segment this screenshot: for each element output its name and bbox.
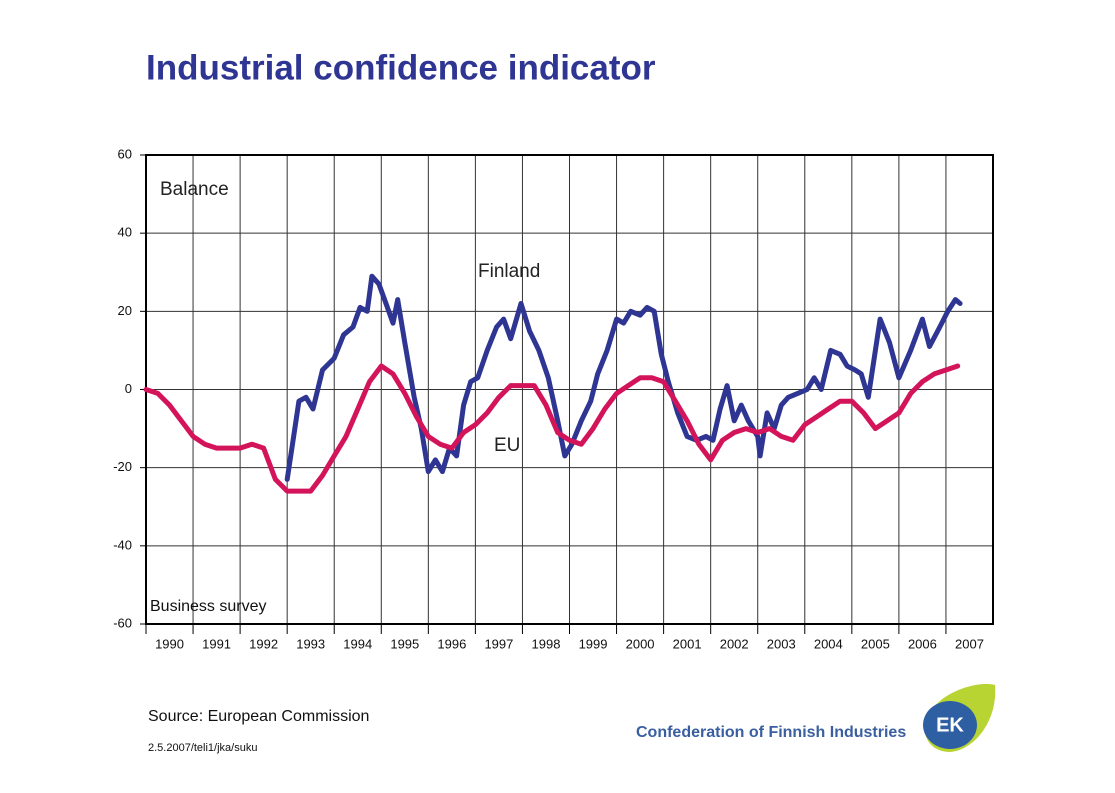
x-tick-label: 1993 <box>296 636 325 651</box>
x-tick-label: 1996 <box>437 636 466 651</box>
annotation: Balance <box>160 179 229 200</box>
x-tick-label: 1999 <box>579 636 608 651</box>
x-tick-label: 1995 <box>390 636 419 651</box>
x-tick-label: 1998 <box>532 636 561 651</box>
x-tick-label: 2003 <box>767 636 796 651</box>
x-tick-label: 1992 <box>249 636 278 651</box>
x-tick-label: 2006 <box>908 636 937 651</box>
annotation: Finland <box>478 261 540 282</box>
y-tick-label: -40 <box>113 537 132 552</box>
y-tick-label: 60 <box>118 146 132 161</box>
logo: EK <box>923 684 996 752</box>
x-tick-label: 2004 <box>814 636 843 651</box>
y-tick-label: -60 <box>113 615 132 630</box>
x-tick-label: 2005 <box>861 636 890 651</box>
x-tick-label: 2002 <box>720 636 749 651</box>
y-tick-label: 20 <box>118 303 132 318</box>
footnote: 2.5.2007/teli1/jka/suku <box>148 742 257 754</box>
x-tick-label: 1990 <box>155 636 184 651</box>
y-tick-label: 0 <box>125 381 132 396</box>
logo-circle <box>923 701 977 749</box>
source: Source: European Commission <box>148 708 369 725</box>
x-tick-label: 1997 <box>484 636 513 651</box>
series-line <box>143 363 961 494</box>
plot-area: -60 -40 -20 0 20 40 60 1990 1991 1992 1993 1994 1995… <box>113 146 994 651</box>
x-tick-label: 2001 <box>673 636 702 651</box>
organization: Confederation of Finnish Industries <box>636 724 906 741</box>
annotation: EU <box>494 435 520 456</box>
chart-title: Industrial confidence indicator <box>146 48 656 87</box>
x-tick-label: 2007 <box>955 636 984 651</box>
x-tick-label: 1994 <box>343 636 372 651</box>
annotation: Business survey <box>150 598 267 615</box>
y-tick-label: -20 <box>113 459 132 474</box>
logo-text: EK <box>936 714 964 736</box>
x-tick-label: 2000 <box>626 636 655 651</box>
x-tick-label: 1991 <box>202 636 231 651</box>
y-tick-label: 40 <box>118 225 132 240</box>
series-line <box>284 273 963 482</box>
